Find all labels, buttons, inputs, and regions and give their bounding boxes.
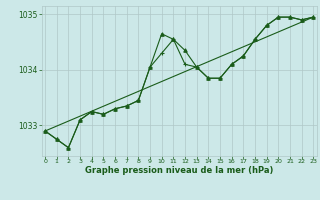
X-axis label: Graphe pression niveau de la mer (hPa): Graphe pression niveau de la mer (hPa): [85, 166, 273, 175]
